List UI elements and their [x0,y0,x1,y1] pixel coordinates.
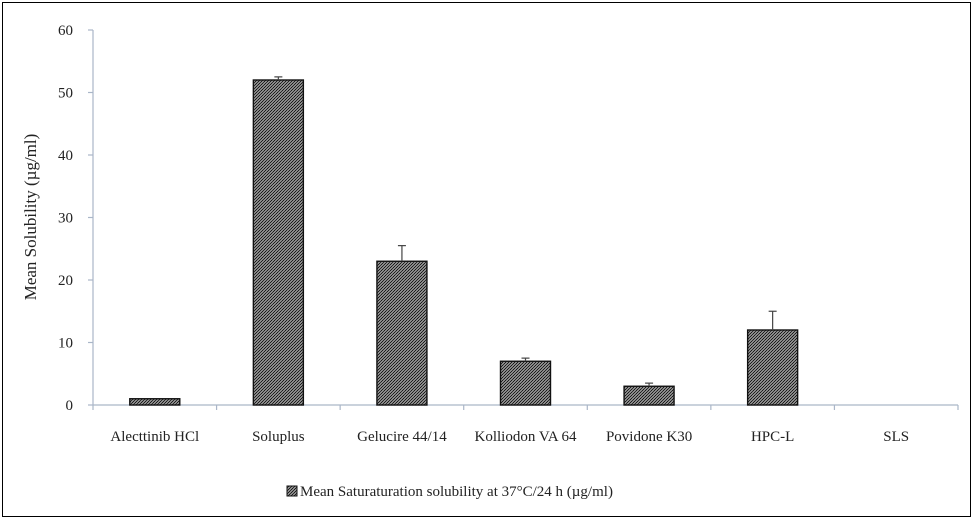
category-label: SLS [883,429,909,445]
category-labels: Alecttinib HCl Soluplus Gelucire 44/14 Koll… [110,429,909,445]
y-tick-label: 60 [58,23,73,39]
bar-3 [376,260,428,406]
bar-5 [623,385,675,406]
category-label: Povidone K30 [606,429,692,445]
bar-1 [129,398,181,406]
y-tick-label: 20 [58,273,73,289]
error-bars [274,76,777,387]
bar-2 [252,79,305,406]
category-label: Soluplus [252,429,305,445]
legend: Mean Saturaturation solubility at 37°C/2… [286,484,613,500]
category-label: Gelucire 44/14 [357,429,447,445]
y-axis: 0 10 20 30 40 50 60 [58,23,94,414]
y-axis-title: Mean Solubility (µg/ml) [21,134,40,301]
y-tick-label: 10 [58,336,73,352]
y-tick-label: 40 [58,148,73,164]
bar-6 [746,329,799,406]
category-label: Kolliodon VA 64 [475,429,577,445]
y-tick-label: 0 [66,398,74,414]
x-axis [92,404,959,410]
category-label: Alecttinib HCl [110,429,199,445]
bar-4 [499,360,552,406]
y-tick-label: 50 [58,86,73,102]
y-tick-label: 30 [58,211,73,227]
bars [129,79,799,406]
legend-label: Mean Saturaturation solubility at 37°C/2… [300,484,613,500]
category-label: HPC-L [751,429,794,445]
legend-swatch [286,485,298,497]
